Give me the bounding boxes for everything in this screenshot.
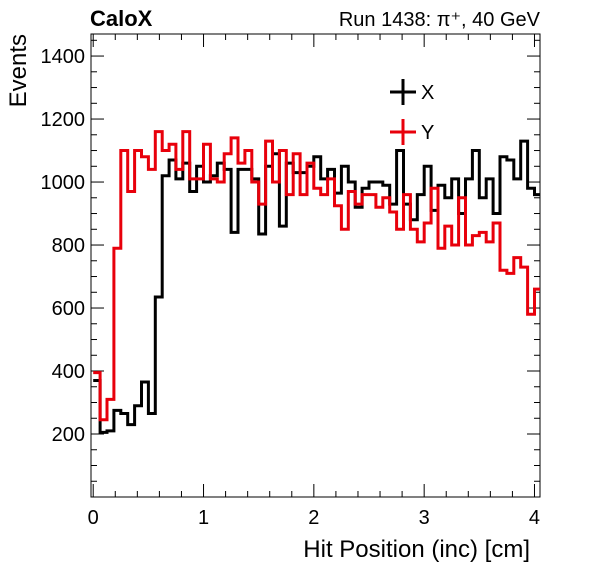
series-group <box>93 130 540 434</box>
x-axis-title: Hit Position (inc) [cm] <box>303 536 530 563</box>
series-line-x <box>93 139 540 434</box>
y-tick-label: 800 <box>52 235 85 257</box>
header-right-label: Run 1438: π⁺, 40 GeV <box>339 9 541 31</box>
x-tick-label: 3 <box>419 507 430 529</box>
y-tick-label: 200 <box>52 424 85 446</box>
y-tick-label: 400 <box>52 361 85 383</box>
y-tick-label: 1200 <box>41 109 86 131</box>
x-tick-label: 4 <box>529 507 540 529</box>
legend-label-x: X <box>421 82 434 104</box>
major-ticks <box>91 34 540 497</box>
minor-ticks <box>91 34 540 497</box>
legend-entry-y: Y <box>390 119 434 145</box>
y-tick-label: 600 <box>52 298 85 320</box>
header-left-label: CaloX <box>90 6 153 31</box>
series-x <box>93 139 540 434</box>
x-tick-labels: 0 1 2 3 4 <box>88 507 540 529</box>
x-tick-label: 2 <box>308 507 319 529</box>
legend-entry-x: X <box>390 79 434 105</box>
x-tick-label: 1 <box>198 507 209 529</box>
series-y <box>93 130 540 422</box>
x-tick-label: 0 <box>88 507 99 529</box>
y-axis-title: Events <box>5 34 32 107</box>
plot-frame <box>90 33 541 498</box>
series-line-y <box>93 130 540 422</box>
y-tick-labels: 200 400 600 800 1000 1200 1400 <box>41 46 86 446</box>
y-tick-label: 1000 <box>41 172 86 194</box>
legend: X Y <box>390 79 434 145</box>
y-tick-label: 1400 <box>41 46 86 68</box>
legend-label-y: Y <box>421 122 434 144</box>
